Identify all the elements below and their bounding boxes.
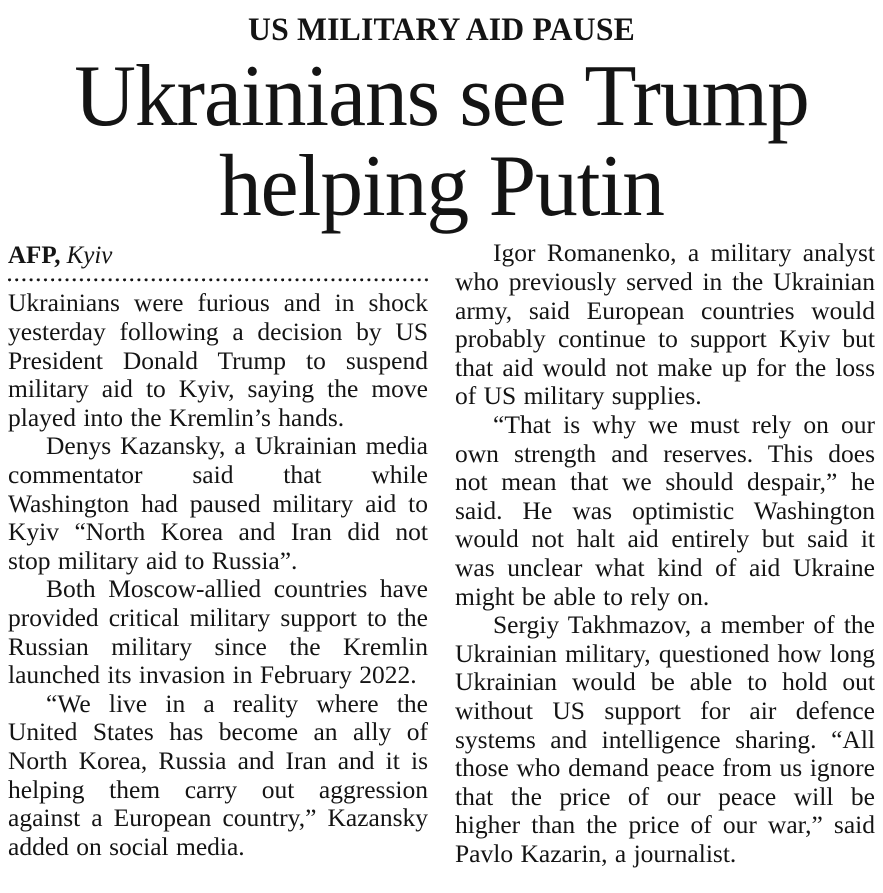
paragraph-right-2: “That is why we must rely on our own str… — [455, 410, 875, 611]
byline-divider — [8, 278, 428, 283]
byline-agency: AFP, — [8, 242, 61, 270]
kicker: US MILITARY AID PAUSE — [248, 12, 635, 48]
byline: AFP, Kyiv — [8, 239, 428, 271]
paragraph-right-3: Sergiy Takhmazov, a member of the Ukrain… — [455, 610, 875, 868]
article-header: US MILITARY AID PAUSE Ukrainians see Tru… — [8, 12, 875, 231]
paragraph-left-3: Both Moscow-allied countries have provid… — [8, 574, 428, 690]
paragraph-left-1: Ukrainians were furious and in shock yes… — [8, 288, 428, 432]
paragraph-left-2: Denys Kazansky, a Ukrainian media commen… — [8, 431, 428, 575]
column-right: Igor Romanenko, a military analyst who p… — [455, 239, 875, 868]
byline-location: Kyiv — [66, 242, 113, 270]
paragraph-left-4: “We live in a reality where the United S… — [8, 688, 428, 861]
headline-line-2: helping Putin — [218, 137, 665, 235]
column-left: AFP, Kyiv Ukrainians were furious and in … — [8, 239, 428, 861]
headline-line-1: Ukrainians see Trump — [74, 47, 810, 145]
article-body: AFP, Kyiv Ukrainians were furious and in … — [8, 239, 875, 868]
headline: Ukrainians see Trump helping Putin — [8, 52, 875, 232]
paragraph-right-1: Igor Romanenko, a military analyst who p… — [455, 238, 875, 411]
